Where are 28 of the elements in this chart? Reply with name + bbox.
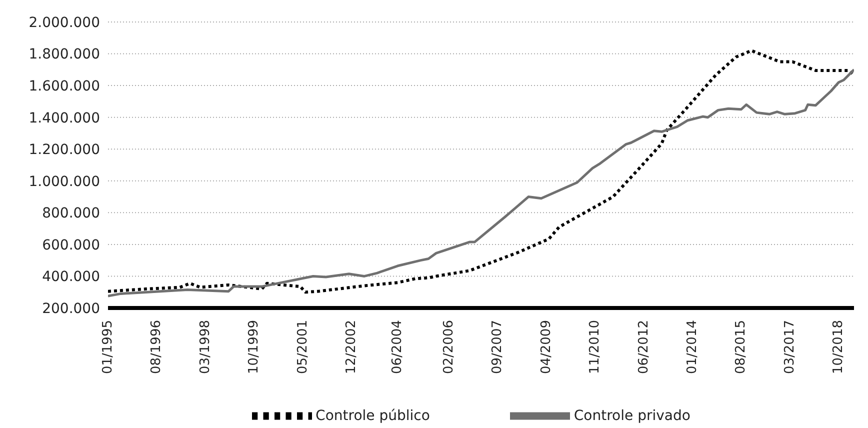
- y-tick-label: 200.000: [42, 300, 100, 317]
- x-tick-label: 06/2004: [390, 320, 406, 374]
- x-tick-label: 03/1998: [198, 320, 213, 374]
- legend-label: Controle privado: [574, 408, 690, 424]
- y-tick-label: 1.000.000: [28, 174, 100, 190]
- x-tick-label: 01/1995: [100, 320, 116, 374]
- y-tick-label: 800.000: [42, 206, 100, 222]
- x-tick-label: 05/2001: [295, 320, 310, 374]
- x-tick-label: 03/2017: [782, 320, 798, 374]
- y-tick-label: 1.600.000: [28, 78, 100, 95]
- x-tick-label: 01/2014: [684, 320, 700, 374]
- x-tick-label: 10/1999: [246, 320, 262, 374]
- y-tick-label: 2.000.000: [28, 14, 100, 31]
- x-tick-label: 10/2018: [831, 320, 846, 374]
- x-tick-label: 06/2012: [636, 320, 652, 374]
- x-tick-label: 02/2006: [441, 320, 456, 374]
- x-tick-label: 08/1996: [149, 320, 164, 374]
- x-tick-label: 12/2002: [344, 320, 360, 374]
- y-tick-label: 1.800.000: [28, 46, 100, 63]
- x-tick-label: 04/2009: [538, 320, 554, 374]
- y-tick-label: 400.000: [42, 269, 100, 286]
- y-tick-label: 600.000: [42, 237, 100, 254]
- x-tick-label: 09/2007: [490, 320, 506, 374]
- y-tick-label: 1.200.000: [28, 142, 100, 158]
- y-tick-label: 1.400.000: [28, 110, 100, 126]
- x-tick-label: 08/2015: [734, 320, 749, 374]
- x-tick-label: 11/2010: [588, 320, 603, 374]
- legend-label: Controle público: [316, 408, 430, 424]
